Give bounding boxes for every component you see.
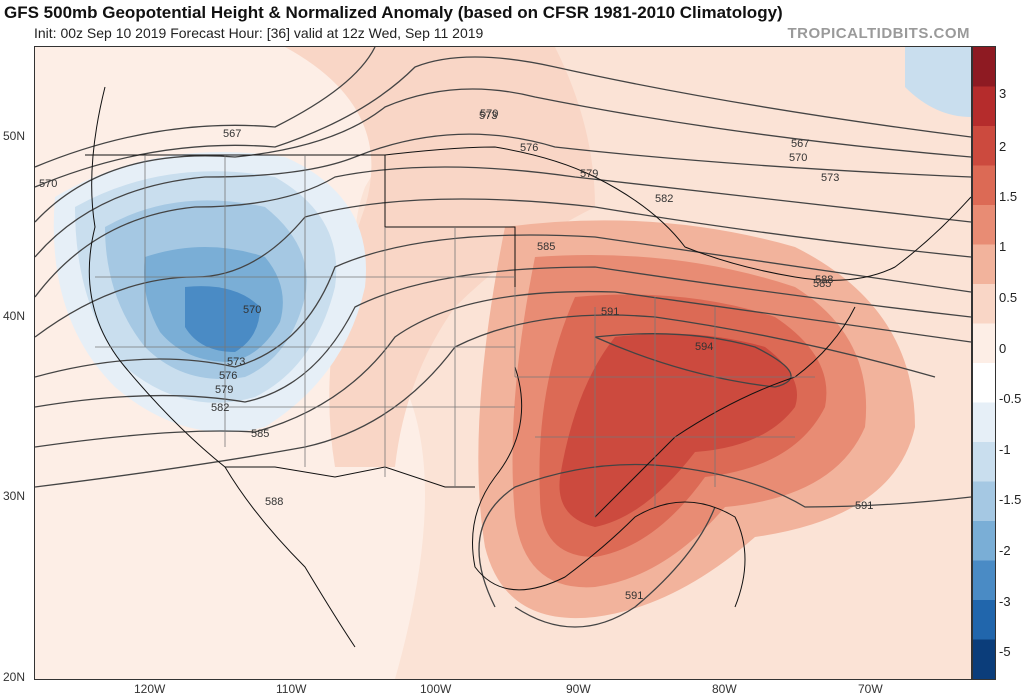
- contour-label: 585: [537, 241, 555, 253]
- map-svg: 567 570 570 573 576 579 582 585 588 591 …: [35, 47, 971, 679]
- brand-watermark: TROPICALTIDBITS.COM: [787, 25, 970, 42]
- lon-label: 70W: [858, 682, 883, 696]
- colorbar-swatch: [973, 323, 995, 364]
- anomaly-band-north: [285, 47, 595, 467]
- colorbar-swatch: [973, 442, 995, 482]
- contour-label: 573: [821, 172, 839, 184]
- contour-labels: 567 570 570 573 576 579 582 585 588 591 …: [39, 108, 873, 602]
- lon-label: 90W: [566, 682, 591, 696]
- colorbar-label: 0: [999, 341, 1007, 356]
- contour-label: 570: [789, 152, 807, 164]
- colorbar-swatch: [973, 639, 995, 680]
- contour-label: 570: [243, 304, 261, 316]
- colorbar-label: 2: [999, 139, 1007, 154]
- colorbar-label: 1: [999, 239, 1007, 254]
- lat-label: 40N: [3, 309, 26, 323]
- colorbar-swatch: [973, 363, 995, 403]
- colorbar-swatch: [973, 521, 995, 561]
- contour-label: 567: [223, 128, 241, 140]
- lon-label: 100W: [420, 682, 452, 696]
- contour-label: 573: [227, 356, 245, 368]
- colorbar-swatch: [973, 165, 995, 206]
- contour-label: 579: [580, 168, 598, 180]
- contour-label: 588: [815, 274, 833, 286]
- colorbar: [972, 46, 996, 680]
- colorbar-label: -2: [999, 543, 1011, 558]
- anomaly-ne: [905, 47, 971, 117]
- contour-label: 576: [219, 370, 237, 382]
- lat-label: 50N: [3, 129, 26, 143]
- contour-label: 582: [211, 402, 229, 414]
- contour-label: 585: [813, 278, 831, 290]
- state-borders: [95, 155, 815, 517]
- colorbar-label: 1.5: [999, 189, 1018, 204]
- contour-label: 579: [215, 384, 233, 396]
- colorbar-swatch: [973, 402, 995, 443]
- contour-label: 576: [520, 142, 538, 154]
- colorbar-swatch: [973, 86, 995, 127]
- colorbar-swatch: [973, 244, 995, 285]
- contour-label: 573: [479, 110, 497, 122]
- colorbar-swatch: [973, 205, 995, 245]
- lon-label: 80W: [712, 682, 737, 696]
- lon-label: 120W: [134, 682, 166, 696]
- lat-label: 30N: [3, 489, 26, 503]
- contour-label: 591: [601, 306, 619, 318]
- colorbar-swatch: [973, 600, 995, 640]
- contour-label: 567: [791, 138, 809, 150]
- colorbar-swatch: [973, 481, 995, 522]
- colorbar-svg: [973, 47, 995, 680]
- colorbar-swatch: [973, 126, 995, 166]
- coastlines: [85, 86, 971, 648]
- colorbar-label: 0.5: [999, 290, 1018, 305]
- contour-label: 570: [39, 178, 57, 190]
- contour-label: 585: [251, 428, 269, 440]
- colorbar-label: -3: [999, 594, 1011, 609]
- contour-label: 582: [655, 193, 673, 205]
- colorbar-swatch: [973, 47, 995, 87]
- map-panel: 567 570 570 573 576 579 582 585 588 591 …: [34, 46, 972, 680]
- contour-label: 591: [855, 500, 873, 512]
- colorbar-swatch: [973, 284, 995, 324]
- colorbar-swatch: [973, 560, 995, 601]
- colorbar-label: -5: [999, 644, 1011, 659]
- colorbar-label: 3: [999, 86, 1007, 101]
- anomaly-west-4: [185, 286, 260, 352]
- contour-label: 591: [625, 590, 643, 602]
- contour-label: 594: [695, 341, 713, 353]
- colorbar-label: -1: [999, 442, 1011, 457]
- colorbar-label: -1.5: [999, 492, 1022, 507]
- lon-label: 110W: [276, 682, 307, 696]
- colorbar-label: -0.5: [999, 391, 1022, 406]
- contour-label: 570: [480, 108, 498, 120]
- contour-label: 588: [265, 496, 283, 508]
- chart-subtitle: Init: 00z Sep 10 2019 Forecast Hour: [36…: [34, 25, 484, 41]
- lat-label: 20N: [3, 670, 26, 684]
- chart-title: GFS 500mb Geopotential Height & Normaliz…: [4, 3, 783, 22]
